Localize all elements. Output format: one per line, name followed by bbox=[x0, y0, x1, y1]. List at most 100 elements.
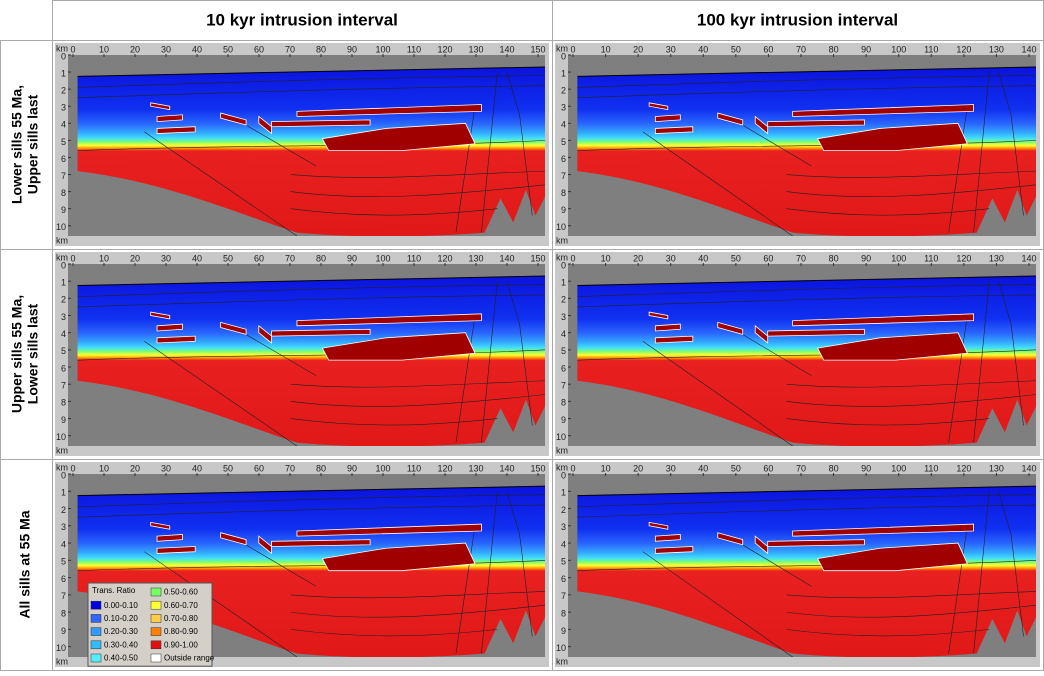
x-tick-label: 70 bbox=[796, 253, 806, 263]
x-tick-label: 80 bbox=[316, 463, 326, 473]
y-tick-label: 5 bbox=[61, 346, 66, 356]
legend-label: 0.90-1.00 bbox=[164, 640, 198, 649]
x-tick-label: 70 bbox=[285, 253, 295, 263]
x-tick-label: 80 bbox=[829, 463, 839, 473]
x-tick-label: 130 bbox=[468, 463, 483, 473]
y-tick-label: 8 bbox=[561, 608, 566, 618]
y-tick-label: 9 bbox=[561, 205, 566, 215]
y-tick-label: 6 bbox=[61, 363, 66, 373]
x-tick-label: 0 bbox=[70, 44, 75, 54]
x-tick-label: 150 bbox=[530, 44, 545, 54]
x-tick-label: 80 bbox=[829, 253, 839, 263]
x-tick-label: 0 bbox=[70, 253, 75, 263]
y-tick-label: 5 bbox=[561, 557, 566, 567]
x-tick-label: 10 bbox=[601, 44, 611, 54]
x-tick-label: 40 bbox=[698, 253, 708, 263]
cross-section bbox=[68, 264, 545, 446]
x-tick-label: 30 bbox=[666, 463, 676, 473]
y-tick-label: 8 bbox=[561, 188, 566, 198]
x-tick-label: 140 bbox=[499, 44, 514, 54]
x-tick-label: 130 bbox=[468, 44, 483, 54]
cross-section bbox=[568, 474, 1036, 657]
x-tick-label: 140 bbox=[1021, 463, 1036, 473]
y-tick-label: 4 bbox=[61, 539, 66, 549]
legend-swatch bbox=[150, 614, 162, 623]
y-tick-label: 10 bbox=[556, 432, 566, 442]
x-tick-label: 0 bbox=[570, 463, 575, 473]
legend-label: 0.10-0.20 bbox=[104, 614, 138, 623]
x-tick-label: 50 bbox=[223, 44, 233, 54]
legend-label: 0.30-0.40 bbox=[104, 640, 138, 649]
y-tick-label: 5 bbox=[61, 557, 66, 567]
x-tick-label: 150 bbox=[530, 253, 545, 263]
y-tick-label: 1 bbox=[61, 488, 66, 498]
legend-swatch bbox=[150, 653, 162, 663]
unit-label: km bbox=[56, 656, 68, 666]
x-tick-label: 100 bbox=[891, 44, 906, 54]
legend-label: 0.20-0.30 bbox=[104, 627, 138, 636]
y-tick-label: 10 bbox=[556, 643, 566, 653]
x-tick-label: 10 bbox=[99, 44, 109, 54]
y-tick-label: 3 bbox=[61, 103, 66, 113]
y-tick-label: 2 bbox=[561, 86, 566, 96]
x-tick-label: 30 bbox=[666, 253, 676, 263]
x-tick-label: 60 bbox=[763, 463, 773, 473]
column-title: 100 kyr intrusion interval bbox=[697, 10, 898, 29]
x-tick-label: 110 bbox=[407, 44, 421, 54]
legend-label: 0.00-0.10 bbox=[104, 601, 138, 610]
x-tick-label: 20 bbox=[130, 44, 140, 54]
row-label: Upper sills last bbox=[25, 94, 41, 194]
y-tick-label: 6 bbox=[561, 154, 566, 164]
legend-swatch bbox=[150, 600, 162, 610]
y-tick-label: 8 bbox=[61, 188, 66, 198]
y-tick-label: 9 bbox=[61, 626, 66, 636]
y-tick-label: 1 bbox=[61, 68, 66, 78]
y-tick-label: 0 bbox=[561, 470, 566, 480]
unit-label: km bbox=[56, 462, 68, 472]
y-tick-label: 9 bbox=[61, 205, 66, 215]
cross-section bbox=[568, 55, 1036, 236]
row-label: Upper sills 55 Ma, bbox=[9, 295, 25, 413]
x-tick-label: 110 bbox=[924, 463, 938, 473]
x-tick-label: 140 bbox=[499, 253, 514, 263]
x-tick-label: 30 bbox=[161, 44, 171, 54]
cross-section bbox=[68, 55, 545, 236]
x-tick-label: 60 bbox=[763, 253, 773, 263]
x-tick-label: 60 bbox=[254, 463, 264, 473]
y-tick-label: 4 bbox=[61, 120, 66, 130]
y-tick-label: 6 bbox=[61, 574, 66, 584]
legend-swatch bbox=[150, 640, 162, 650]
x-tick-label: 10 bbox=[601, 463, 611, 473]
y-tick-label: 9 bbox=[61, 415, 66, 425]
x-tick-label: 20 bbox=[130, 463, 140, 473]
unit-label: km bbox=[56, 445, 68, 455]
y-tick-label: 5 bbox=[61, 137, 66, 147]
cross-section bbox=[568, 264, 1036, 446]
legend-label: Outside range bbox=[164, 654, 215, 663]
unit-label: km bbox=[556, 656, 568, 666]
x-tick-label: 130 bbox=[468, 253, 483, 263]
x-tick-label: 90 bbox=[861, 253, 871, 263]
x-tick-label: 40 bbox=[698, 44, 708, 54]
x-tick-label: 90 bbox=[347, 463, 357, 473]
legend-swatch bbox=[90, 600, 102, 610]
x-tick-label: 0 bbox=[70, 463, 75, 473]
x-tick-label: 100 bbox=[891, 463, 906, 473]
y-tick-label: 7 bbox=[561, 591, 566, 601]
x-tick-label: 90 bbox=[347, 253, 357, 263]
x-tick-label: 30 bbox=[666, 44, 676, 54]
y-tick-label: 10 bbox=[56, 432, 66, 442]
unit-label: km bbox=[556, 445, 568, 455]
y-tick-label: 5 bbox=[561, 137, 566, 147]
x-tick-label: 100 bbox=[375, 253, 390, 263]
y-tick-label: 7 bbox=[561, 171, 566, 181]
x-tick-label: 90 bbox=[861, 463, 871, 473]
y-tick-label: 7 bbox=[61, 171, 66, 181]
row-label: Lower sills last bbox=[25, 303, 41, 404]
unit-label: km bbox=[556, 235, 568, 245]
legend-swatch bbox=[150, 587, 162, 597]
y-tick-label: 7 bbox=[61, 591, 66, 601]
